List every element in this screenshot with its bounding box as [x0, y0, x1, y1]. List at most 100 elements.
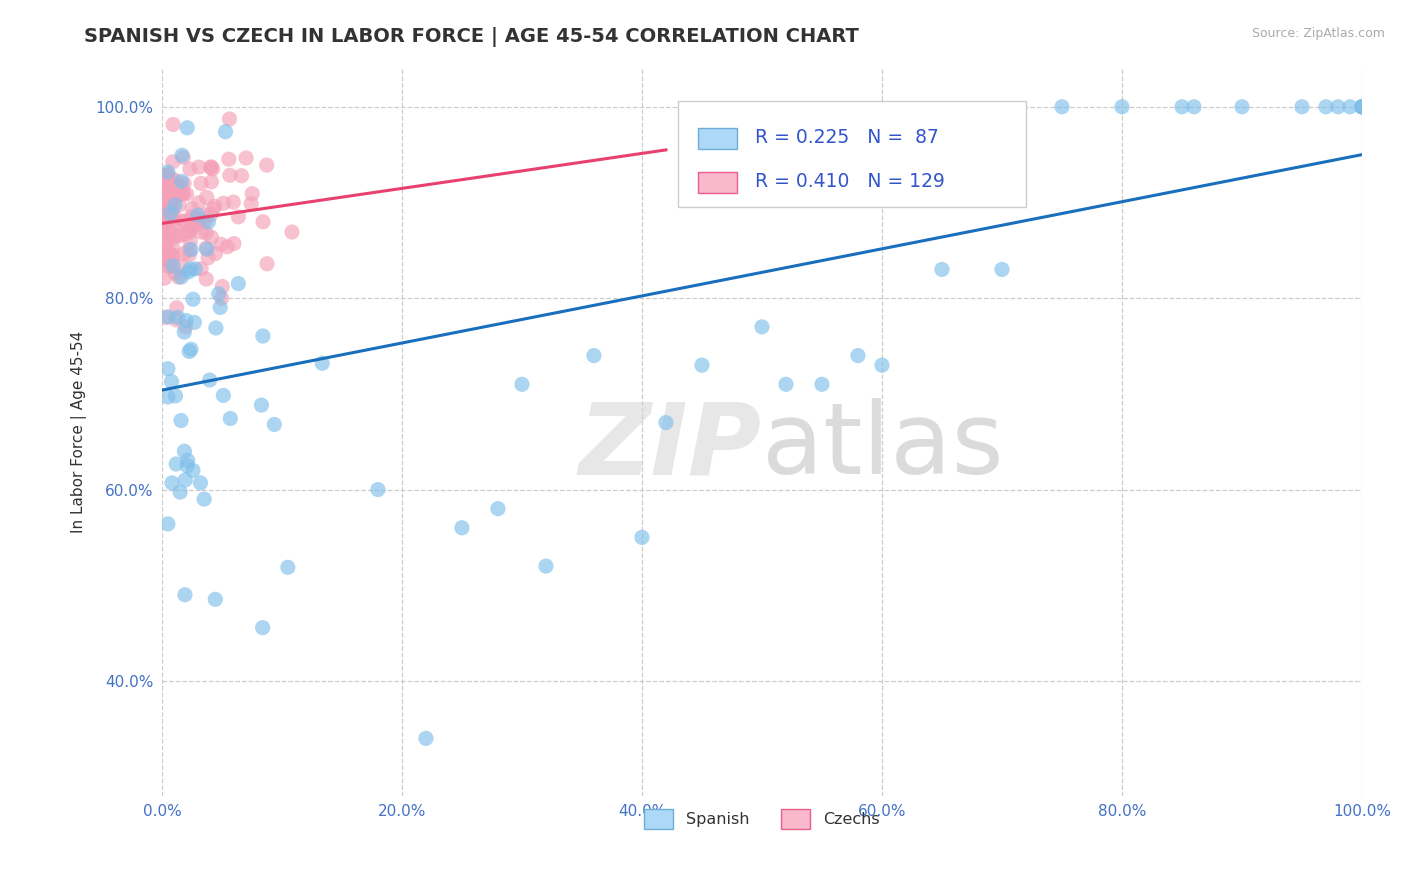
Point	[162, 259, 184, 273]
Point	[190, 261, 212, 276]
Point	[174, 313, 197, 327]
Point	[163, 213, 186, 227]
Point	[159, 206, 181, 220]
Point	[181, 214, 204, 228]
Point	[156, 214, 179, 228]
Point	[181, 202, 204, 216]
Point	[165, 389, 187, 403]
Point	[179, 234, 201, 248]
Y-axis label: In Labor Force | Age 45-54: In Labor Force | Age 45-54	[72, 331, 87, 533]
Point	[169, 485, 191, 500]
Point	[931, 262, 953, 277]
Point	[1171, 100, 1194, 114]
Point	[156, 516, 179, 531]
Point	[655, 416, 678, 430]
Point	[152, 191, 174, 205]
Point	[173, 186, 195, 201]
Point	[179, 162, 201, 177]
Point	[160, 227, 183, 241]
Point	[152, 252, 174, 267]
Point	[169, 187, 191, 202]
Point	[311, 356, 333, 370]
Point	[1230, 100, 1253, 114]
Point	[222, 236, 245, 251]
Point	[157, 253, 180, 268]
Point	[219, 411, 242, 425]
Point	[162, 204, 184, 219]
Point	[163, 248, 186, 262]
Point	[157, 246, 180, 260]
Point	[211, 279, 233, 293]
Point	[1351, 100, 1374, 114]
Point	[177, 453, 200, 467]
Point	[222, 195, 245, 210]
Point	[200, 160, 222, 174]
Point	[180, 243, 202, 257]
Point	[181, 463, 204, 477]
Point	[152, 172, 174, 186]
Point	[176, 186, 198, 201]
Point	[170, 174, 193, 188]
Point	[172, 260, 194, 274]
Point	[1351, 100, 1374, 114]
Point	[180, 221, 202, 235]
Text: SPANISH VS CZECH IN LABOR FORCE | AGE 45-54 CORRELATION CHART: SPANISH VS CZECH IN LABOR FORCE | AGE 45…	[84, 27, 859, 46]
Point	[173, 177, 195, 191]
Text: R = 0.225   N =  87: R = 0.225 N = 87	[755, 128, 939, 147]
Point	[174, 227, 197, 241]
Point	[172, 186, 194, 201]
Point	[846, 349, 869, 363]
Point	[183, 218, 205, 232]
Point	[179, 247, 201, 261]
Point	[177, 243, 200, 257]
Point	[1351, 100, 1374, 114]
Point	[1315, 100, 1337, 114]
Point	[256, 158, 278, 172]
Point	[775, 377, 797, 392]
Point	[510, 377, 533, 392]
Point	[174, 588, 197, 602]
Point	[173, 214, 195, 228]
Point	[170, 270, 193, 285]
Point	[160, 194, 183, 209]
Point	[163, 198, 186, 212]
Point	[277, 560, 299, 574]
Point	[165, 457, 187, 471]
Point	[153, 271, 176, 285]
Point	[211, 291, 233, 305]
Point	[176, 120, 198, 135]
Point	[155, 237, 177, 252]
Point	[415, 731, 437, 746]
Point	[162, 231, 184, 245]
Point	[486, 501, 509, 516]
Point	[153, 186, 176, 201]
Point	[228, 277, 250, 291]
Point	[208, 286, 231, 301]
Point	[162, 208, 184, 222]
Point	[181, 209, 204, 223]
Text: Source: ZipAtlas.com: Source: ZipAtlas.com	[1251, 27, 1385, 40]
Point	[173, 325, 195, 339]
Point	[152, 194, 174, 208]
Point	[188, 216, 211, 230]
Point	[165, 186, 187, 200]
Point	[1050, 100, 1073, 114]
Point	[1351, 100, 1374, 114]
Point	[228, 210, 250, 224]
Point	[157, 259, 180, 273]
Point	[181, 292, 204, 306]
Point	[166, 310, 188, 325]
Point	[160, 375, 183, 389]
Point	[250, 398, 273, 412]
Point	[155, 212, 177, 227]
Point	[160, 252, 183, 266]
Point	[155, 246, 177, 260]
Point	[212, 196, 235, 211]
Point	[170, 179, 193, 194]
Point	[451, 521, 474, 535]
Point	[235, 151, 257, 165]
Point	[179, 344, 201, 359]
Point	[870, 358, 893, 372]
Legend: Spanish, Czechs: Spanish, Czechs	[638, 803, 886, 835]
Point	[179, 225, 201, 239]
